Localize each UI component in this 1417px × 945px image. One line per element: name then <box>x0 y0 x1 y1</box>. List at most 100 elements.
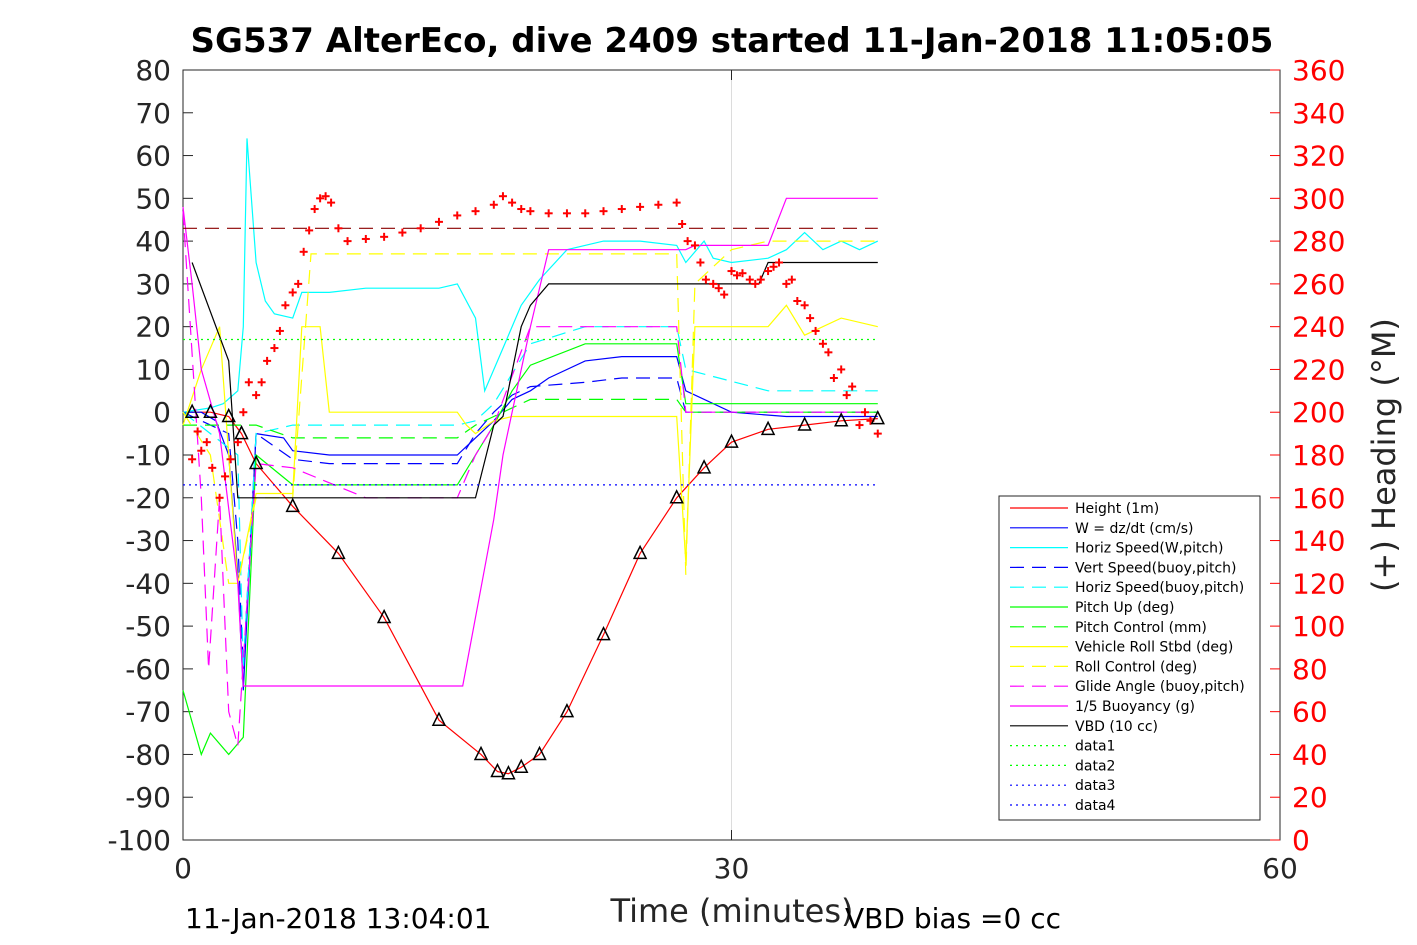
heading-point <box>696 258 705 267</box>
y-right-tick-label: 20 <box>1292 781 1328 814</box>
y-tick-label: 70 <box>135 97 171 130</box>
heading-point <box>544 209 553 218</box>
y-right-tick-label: 240 <box>1292 311 1345 344</box>
heading-point <box>764 267 773 276</box>
y-right-tick-label: 40 <box>1292 738 1328 771</box>
y-tick-label: 50 <box>135 182 171 215</box>
series-horiz-speed-w-pitch <box>182 138 879 413</box>
axis-ticks: 0 30 6080706050403020100-10-20-30-40-50-60… <box>107 54 1345 885</box>
series-roll-control-deg <box>182 240 878 584</box>
legend: Height (1m) W = dz/dt (cm/s) Horiz Speed(W… <box>998 495 1261 821</box>
heading-point <box>683 237 692 246</box>
heading-point <box>860 408 869 417</box>
height-marker <box>285 497 300 513</box>
heading-point <box>636 202 645 211</box>
heading-point <box>745 275 754 284</box>
y-tick-label: -90 <box>125 781 171 814</box>
footer-vbd-bias: VBD bias =0 cc <box>845 902 1061 935</box>
heading-point <box>811 326 820 335</box>
heading-point <box>252 391 261 400</box>
series-1-5-buoyancy-g <box>182 197 878 687</box>
heading-point <box>343 237 352 246</box>
y-tick-label: 80 <box>135 54 171 87</box>
y-right-tick-label: 60 <box>1292 696 1328 729</box>
legend-label: Pitch Control (mm) <box>1075 620 1207 636</box>
height-marker <box>696 459 712 474</box>
heading-point <box>738 269 747 278</box>
heading-point <box>701 275 710 284</box>
heading-point <box>380 232 389 241</box>
heading-point <box>471 207 480 216</box>
y-right-tick-label: 280 <box>1292 225 1345 258</box>
heading-point <box>188 455 197 464</box>
heading-point <box>288 288 297 297</box>
legend-label: VBD (10 cc) <box>1075 719 1158 735</box>
height-markers <box>184 403 885 780</box>
legend-label: Horiz Speed(buoy,pitch) <box>1075 580 1244 596</box>
heading-markers <box>188 192 882 502</box>
height-marker <box>203 403 218 418</box>
height-marker <box>376 608 392 624</box>
height-marker <box>473 745 489 761</box>
height-marker <box>490 762 505 778</box>
y-right-tick-label: 320 <box>1292 140 1345 173</box>
heading-point <box>782 279 791 288</box>
heading-point <box>829 374 838 382</box>
heading-point <box>221 472 230 481</box>
heading-point <box>855 421 864 430</box>
height-marker <box>184 403 200 418</box>
heading-point <box>756 275 765 284</box>
heading-point <box>416 224 425 233</box>
x-tick-label: 0 <box>174 852 192 885</box>
y-right-tick-label: 220 <box>1292 353 1345 386</box>
heading-point <box>327 198 336 207</box>
heading-point <box>334 224 343 233</box>
y-tick-label: 30 <box>135 268 171 301</box>
height-marker <box>221 407 236 423</box>
y-axis-label-right: (+) Heading (°M) <box>1365 318 1403 592</box>
series-vbd-10-cc <box>191 261 878 499</box>
heading-point <box>581 209 590 218</box>
height-marker <box>501 765 516 780</box>
y-tick-label: -50 <box>125 610 171 643</box>
y-right-tick-label: 200 <box>1292 396 1345 429</box>
y-tick-label: -40 <box>125 567 171 600</box>
heading-point <box>275 326 284 335</box>
y-tick-label: 0 <box>153 396 171 429</box>
heading-point <box>769 262 778 271</box>
heading-point <box>842 391 851 400</box>
heading-point <box>709 279 718 288</box>
y-right-tick-label: 160 <box>1292 482 1345 515</box>
heading-point <box>321 192 330 201</box>
heading-point <box>398 228 407 237</box>
heading-point <box>310 205 319 214</box>
height-marker <box>596 625 611 641</box>
heading-point <box>270 344 279 353</box>
height-marker <box>431 711 447 726</box>
legend-label: Vehicle Roll Stbd (deg) <box>1075 640 1233 656</box>
legend-box <box>998 495 1261 821</box>
y-tick-label: 10 <box>135 353 171 386</box>
y-right-tick-label: 100 <box>1292 610 1345 643</box>
heading-point <box>202 438 211 447</box>
y-tick-label: 20 <box>135 311 171 344</box>
heading-point <box>775 258 784 267</box>
heading-point <box>751 279 760 288</box>
legend-label: data3 <box>1075 778 1115 794</box>
height-marker <box>724 433 739 448</box>
heading-point <box>316 194 325 203</box>
y-tick-label: 40 <box>135 225 171 258</box>
y-right-tick-label: 0 <box>1292 824 1310 857</box>
height-marker <box>632 544 648 560</box>
legend-label: data4 <box>1075 798 1116 814</box>
height-marker <box>870 409 885 425</box>
height-marker <box>532 745 547 761</box>
series-horiz-speed-buoy-pitch <box>182 326 878 669</box>
legend-label: Glide Angle (buoy,pitch) <box>1075 679 1245 695</box>
legend-label: 1/5 Buoyancy (g) <box>1075 699 1195 715</box>
y-tick-label: -70 <box>125 696 171 729</box>
heading-point <box>215 493 224 502</box>
y-right-tick-label: 140 <box>1292 525 1345 558</box>
heading-point <box>434 217 443 226</box>
legend-label: Height (1m) <box>1075 501 1159 517</box>
